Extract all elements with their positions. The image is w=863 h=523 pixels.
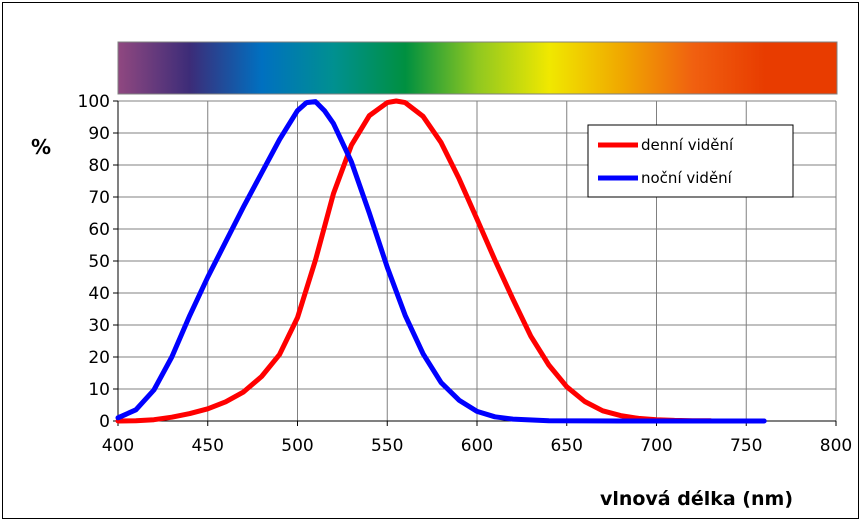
x-tick-label: 400: [102, 436, 134, 456]
x-tick-label: 650: [551, 436, 583, 456]
y-tick-label: 30: [88, 316, 110, 336]
x-tick-label: 800: [820, 436, 852, 456]
x-tick-label: 600: [461, 436, 493, 456]
y-tick-label: 60: [88, 220, 110, 240]
y-tick-label: 100: [78, 92, 110, 112]
x-tick-label: 550: [371, 436, 403, 456]
legend-label-2: noční vidění: [641, 169, 733, 187]
spectrum-bar: [117, 41, 838, 95]
y-tick-label: 40: [88, 284, 110, 304]
spectral-sensitivity-chart: 0 10 20 30 40 50 60 70 80 90 100 400 450 500 550 600 650…: [31, 41, 852, 510]
legend-label-1: denní vidění: [641, 136, 734, 154]
y-axis-label: %: [31, 135, 51, 159]
y-tick-label: 10: [88, 380, 110, 400]
y-tick-label: 80: [88, 156, 110, 176]
x-tick-label: 500: [281, 436, 313, 456]
y-tick-label: 20: [88, 348, 110, 368]
y-tick-label: 50: [88, 252, 110, 272]
x-tick-label: 450: [192, 436, 224, 456]
y-tick-label: 70: [88, 188, 110, 208]
y-tick-label: 90: [88, 124, 110, 144]
series-line-2: [115, 99, 767, 424]
legend-box: [587, 124, 794, 198]
series-line-1: [115, 98, 713, 424]
y-tick-label: 0: [99, 412, 110, 432]
x-tick-label: 750: [730, 436, 762, 456]
x-axis-label: vlnová délka (nm): [600, 488, 793, 510]
x-tick-label: 700: [640, 436, 672, 456]
